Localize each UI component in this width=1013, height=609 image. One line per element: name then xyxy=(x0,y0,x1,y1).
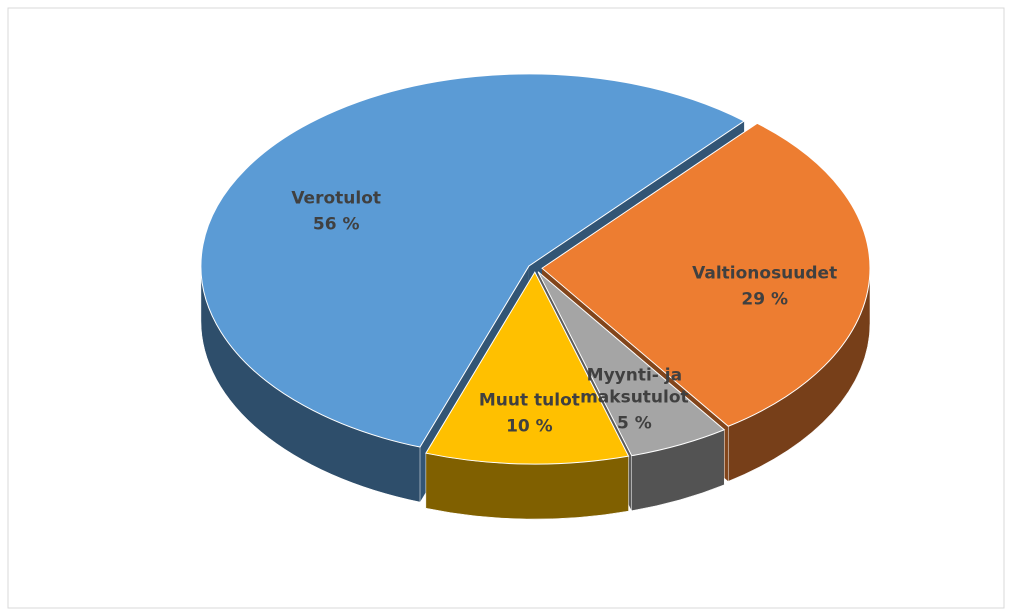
slice-value-label: 56 % xyxy=(313,214,360,234)
slice xyxy=(200,73,746,448)
slice-label: Verotulot xyxy=(291,188,381,208)
slice-tops xyxy=(200,73,871,465)
slice-label: Muut tulot xyxy=(479,391,580,411)
slice-label: Myynti- ja maksutulot xyxy=(580,365,689,407)
slice-value-label: 10 % xyxy=(506,417,553,437)
slice-label: Valtionosuudet xyxy=(692,264,837,284)
slice xyxy=(537,271,726,457)
slice-value-label: 5 % xyxy=(617,413,652,433)
slice xyxy=(425,271,630,465)
slice xyxy=(541,122,871,427)
slice-value-label: 29 % xyxy=(741,290,788,310)
